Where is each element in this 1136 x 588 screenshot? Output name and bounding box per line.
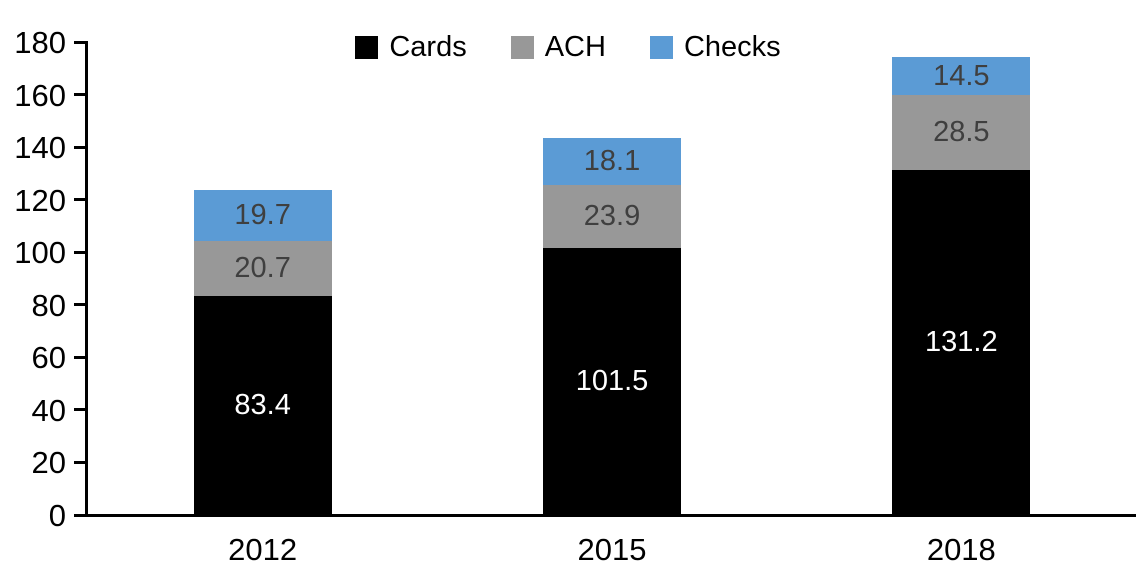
y-tick [74, 355, 86, 359]
bar-value-label: 28.5 [933, 116, 990, 149]
y-tick-label: 160 [14, 77, 66, 113]
bar-value-label: 131.2 [925, 326, 998, 359]
legend-swatch-cards [355, 36, 379, 59]
y-tick [74, 40, 86, 44]
legend-item-ach: ACH [510, 31, 606, 63]
bar-slot-2012: 83.4 20.7 19.7 [88, 42, 437, 515]
segment-ach-2012: 20.7 [193, 241, 332, 296]
stacked-bar-2015: 101.5 23.9 18.1 [542, 137, 681, 515]
bar-slot-2018: 131.2 28.5 14.5 [787, 42, 1136, 515]
bar-value-label: 83.4 [234, 388, 291, 421]
x-axis-line [77, 514, 1136, 517]
legend-swatch-ach [510, 36, 534, 59]
stacked-bar-2018: 131.2 28.5 14.5 [892, 57, 1031, 515]
bar-slot-2015: 101.5 23.9 18.1 [437, 42, 786, 515]
segment-cards-2015: 101.5 [542, 248, 681, 515]
y-tick [74, 250, 86, 254]
segment-cards-2018: 131.2 [892, 170, 1031, 515]
segment-cards-2012: 83.4 [193, 295, 332, 515]
legend-swatch-checks [649, 36, 673, 59]
y-tick [74, 460, 86, 464]
y-tick-label: 20 [31, 445, 66, 481]
y-axis-line [85, 41, 88, 517]
y-tick [74, 408, 86, 412]
bar-value-label: 23.9 [583, 200, 641, 233]
x-axis-label-2018: 2018 [926, 532, 996, 567]
legend-label: Checks [683, 31, 781, 63]
y-tick-label: 40 [31, 392, 66, 428]
y-tick [74, 198, 86, 202]
segment-checks-2012: 19.7 [193, 189, 332, 242]
bar-value-label: 20.7 [234, 252, 291, 285]
bar-value-label: 14.5 [933, 59, 990, 92]
bar-value-label: 19.7 [234, 199, 291, 232]
segment-ach-2018: 28.5 [892, 95, 1031, 171]
x-axis-label-2012: 2012 [228, 532, 298, 567]
stacked-bar-2012: 83.4 20.7 19.7 [193, 189, 332, 515]
y-tick [74, 303, 86, 307]
segment-checks-2015: 18.1 [542, 137, 681, 186]
y-tick-label: 80 [31, 287, 66, 323]
chart-legend: Cards ACH Checks [0, 33, 1136, 62]
bars-container: 83.4 20.7 19.7 101.5 23.9 18.1 131.2 28.5 14.5 [88, 42, 1136, 515]
y-tick [74, 93, 86, 97]
y-tick [74, 513, 86, 517]
y-tick-label: 180 [14, 25, 66, 60]
x-axis-labels: 2012 2015 2018 [88, 534, 1136, 565]
y-tick-label: 0 [48, 498, 66, 533]
segment-checks-2018: 14.5 [892, 57, 1031, 96]
bar-value-label: 18.1 [583, 145, 641, 178]
y-tick [74, 145, 86, 149]
legend-item-checks: Checks [649, 31, 781, 63]
y-tick-label: 120 [14, 182, 66, 218]
y-tick-label: 100 [14, 235, 66, 271]
y-tick-label: 140 [14, 130, 66, 166]
bar-value-label: 101.5 [575, 365, 649, 398]
segment-ach-2015: 23.9 [542, 185, 681, 249]
legend-label: ACH [544, 31, 606, 63]
y-tick-label: 60 [31, 340, 66, 376]
legend-item-cards: Cards [355, 31, 467, 63]
x-axis-label-2015: 2015 [577, 532, 647, 567]
plot-area: 83.4 20.7 19.7 101.5 23.9 18.1 131.2 28.5 14.5 [88, 42, 1136, 515]
legend-label: Cards [389, 31, 467, 63]
